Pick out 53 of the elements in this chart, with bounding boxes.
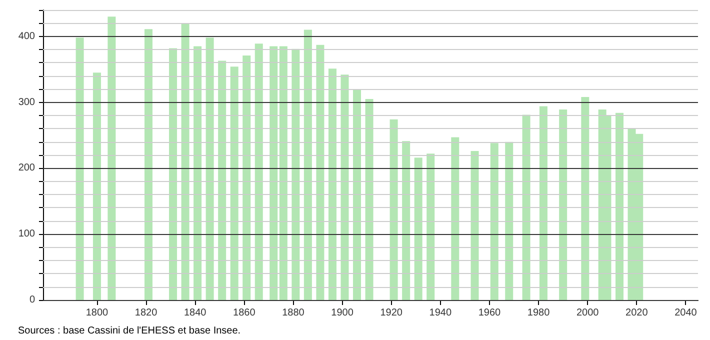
bar [522,114,530,300]
bar [328,68,336,300]
x-tick-label: 1820 [134,308,158,318]
x-tick-label: 1900 [331,308,354,318]
x-tick-label: 2000 [576,308,600,318]
x-tick-label: 1840 [184,308,207,318]
x-tick-label: 1860 [233,308,256,318]
bar [353,89,362,300]
bar [242,55,251,300]
x-tick-label: 1800 [86,308,109,318]
x-tick-label: 2020 [626,308,648,318]
bar [206,38,214,300]
bar [76,38,84,300]
y-tick-label: 400 [18,30,36,42]
bar [169,48,178,300]
bar [505,142,514,300]
bar [292,48,300,300]
bar [144,29,152,300]
bar [490,143,498,300]
y-tick-label: 0 [29,294,36,306]
bar [316,44,324,300]
bar [92,72,101,300]
bar [218,60,226,300]
y-tick-label: 100 [18,228,36,240]
bar [365,98,374,300]
bar [194,46,202,300]
x-tick-label: 1920 [380,308,403,318]
bar [181,23,190,300]
x-tick-label: 1980 [527,308,550,318]
bar [581,97,590,300]
bar [616,112,624,300]
bar [559,110,568,300]
source-note: Sources : base Cassini de l'EHESS et base Insee. [18,326,241,336]
bar [279,46,288,300]
x-tick-label: 1880 [282,308,305,318]
bar [414,158,422,300]
bar [230,66,238,300]
x-tick-label: 2040 [674,308,698,318]
y-tick-label: 200 [18,162,36,174]
x-tick-label: 1960 [478,308,502,318]
bar [539,106,548,300]
bar [304,30,312,300]
bar [451,137,460,300]
bar [340,74,349,300]
bar [270,46,278,300]
bar [108,16,116,300]
bar [470,151,479,300]
bar [254,44,263,300]
x-tick-label: 1940 [429,308,452,318]
bar [390,119,398,300]
bar [426,154,435,300]
y-tick-label: 300 [18,96,36,108]
bar [402,141,410,300]
